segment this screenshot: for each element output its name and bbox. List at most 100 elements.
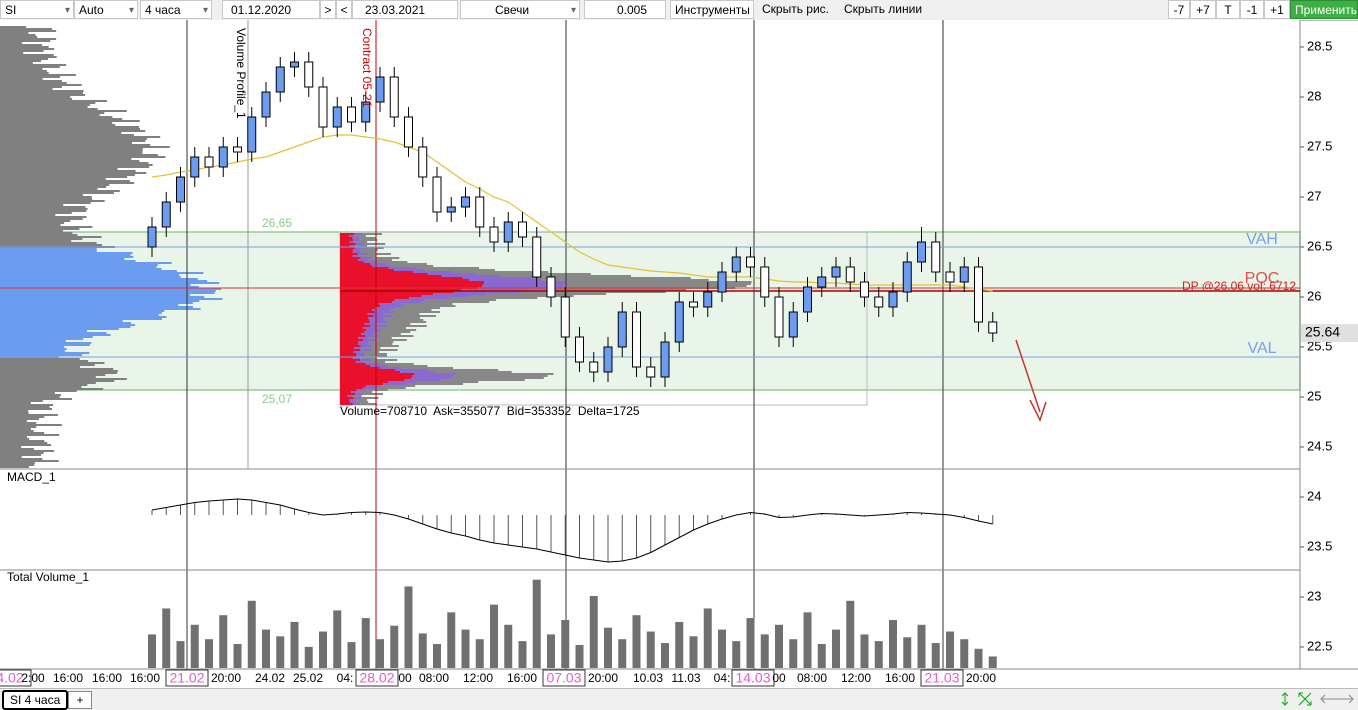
profile-bar: [359, 255, 376, 257]
profile-bar: [0, 432, 45, 434]
apply-button[interactable]: Применить: [1290, 0, 1358, 19]
profile-bar: [340, 233, 355, 235]
drawn-arrow: [1015, 339, 1047, 422]
profile-bar: [0, 236, 102, 238]
volume-bar: [860, 634, 869, 668]
volume-bar: [148, 634, 156, 668]
profile-bar: [340, 311, 376, 313]
candle-body: [418, 146, 428, 178]
volume-bar: [490, 604, 498, 668]
profile-bar: [376, 387, 406, 389]
profile-bar: [0, 360, 89, 362]
profile-bar: [372, 257, 400, 259]
prev-button[interactable]: <: [336, 0, 352, 19]
profile-bar: [0, 108, 98, 110]
hide-lines-button[interactable]: Скрыть линии: [844, 2, 923, 16]
chart-tab[interactable]: SI 4 часа: [2, 690, 69, 710]
volume-bar: [347, 642, 356, 668]
volume-bar: [732, 641, 741, 668]
icon[interactable]: [1320, 694, 1354, 704]
y-tick-label: 25.5: [1307, 338, 1332, 353]
x-tick-label: 20:00: [966, 671, 996, 685]
profile-bar: [421, 295, 469, 297]
profile-bar: [340, 305, 381, 307]
profile-bar: [352, 403, 361, 405]
profile-bar: [0, 370, 118, 372]
profile-bar: [349, 235, 355, 237]
step-button[interactable]: +1: [1264, 0, 1290, 19]
icon[interactable]: [1298, 692, 1312, 706]
x-tick-label: 16:00: [885, 671, 915, 685]
profile-bar: [0, 256, 134, 258]
add-tab[interactable]: +: [68, 691, 92, 709]
x-tick-label: 16:00: [130, 671, 160, 685]
profile-bar: [416, 381, 479, 383]
candle-body: [760, 266, 770, 298]
profile-bar: [0, 424, 62, 426]
profile-bar: [469, 279, 543, 281]
profile-bar: [340, 321, 371, 323]
profile-bar: [0, 398, 73, 400]
profile-bar: [340, 397, 354, 399]
profile-bar: [363, 327, 377, 329]
step-button[interactable]: +7: [1190, 0, 1216, 19]
profile-bar: [340, 269, 395, 271]
profile-bar: [0, 262, 172, 264]
icon[interactable]: [1281, 692, 1289, 706]
date-marker-box: [920, 669, 964, 687]
candle-body: [931, 241, 941, 273]
date-to[interactable]: 23.03.2021: [352, 0, 458, 19]
profile-bar: [360, 403, 377, 405]
profile-bar: [483, 283, 567, 285]
candle-body: [361, 101, 371, 123]
tick-size[interactable]: 0.005: [584, 0, 666, 19]
timeframe-select[interactable]: 4 часа: [140, 0, 212, 19]
x-tick-label: 2:00: [21, 671, 45, 685]
profile-bar: [340, 381, 389, 383]
profile-bar: [0, 242, 97, 244]
profile-bar: [0, 68, 43, 70]
profile-bar: [383, 383, 408, 385]
step-button[interactable]: -7: [1168, 0, 1190, 19]
profile-bar: [363, 261, 378, 263]
candle-body: [646, 366, 656, 378]
scale-select[interactable]: Auto: [74, 0, 138, 19]
profile-bar: [388, 381, 417, 383]
hide-drawings-button[interactable]: Скрыть рис.: [762, 2, 830, 16]
profile-bar: [0, 118, 123, 120]
va-low-label: 25,07: [262, 392, 292, 406]
profile-bar: [0, 240, 72, 242]
symbol-select[interactable]: SI: [0, 0, 74, 19]
candle-body: [503, 221, 513, 243]
profile-bar: [395, 311, 441, 313]
profile-bar: [340, 303, 380, 305]
profile-bar: [0, 192, 114, 194]
profile-bar: [392, 301, 423, 303]
profile-bar: [0, 456, 22, 458]
profile-bar: [340, 297, 410, 299]
profile-bar: [352, 237, 360, 239]
chart-style-select[interactable]: Свечи: [460, 0, 580, 19]
profile-bar: [340, 283, 484, 285]
profile-bar: [363, 233, 383, 235]
profile-bar: [340, 359, 361, 361]
volume-bar: [817, 644, 826, 668]
x-tick-label: 24.02: [255, 671, 285, 685]
profile-bar: [0, 136, 161, 138]
next-button[interactable]: >: [320, 0, 336, 19]
date-from[interactable]: 01.12.2020: [222, 0, 320, 19]
profile-bar: [0, 130, 146, 132]
volume-profiles: [0, 26, 1301, 468]
profile-bar: [0, 80, 62, 82]
date-marker-box: [731, 669, 775, 687]
candle-body: [974, 266, 983, 323]
profile-bar: [0, 412, 29, 414]
profile-bar: [363, 247, 384, 249]
step-button[interactable]: -1: [1240, 0, 1264, 19]
profile-bar: [340, 327, 364, 329]
candle-body: [404, 116, 413, 148]
step-button[interactable]: T: [1216, 0, 1240, 19]
tools-button[interactable]: Инструменты: [670, 0, 754, 19]
profile-bar: [360, 257, 373, 259]
y-tick-label: 24: [1307, 488, 1321, 503]
